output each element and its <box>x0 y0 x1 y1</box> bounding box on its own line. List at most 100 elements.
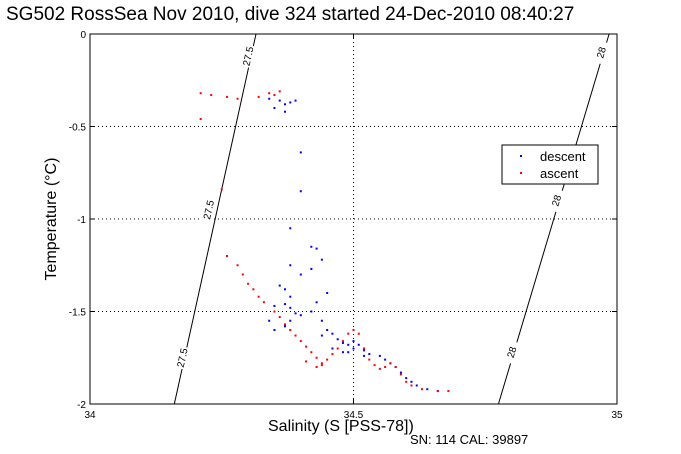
descent-point <box>278 99 281 102</box>
descent-point <box>315 301 318 304</box>
descent-point <box>410 380 413 383</box>
descent-point <box>352 347 355 350</box>
descent-point <box>378 354 381 357</box>
descent-point <box>320 319 323 322</box>
descent-point <box>426 388 429 391</box>
descent-point <box>405 377 408 380</box>
descent-point <box>363 354 366 357</box>
ascent-point <box>278 90 281 93</box>
axis-ticks: 34 34.5 35 0 -0.5 -1 -1.5 -2 <box>69 30 623 421</box>
y-tick-label: -2 <box>77 400 86 411</box>
ascent-point <box>315 366 318 368</box>
descent-point <box>310 267 313 270</box>
contour-label-bg <box>503 340 520 365</box>
descent-point <box>299 273 302 276</box>
descent-point <box>363 349 366 352</box>
y-tick-label: -1.5 <box>69 308 87 319</box>
y-tick-label: -1 <box>77 215 86 226</box>
descent-point <box>299 151 302 154</box>
descent-point <box>283 303 286 306</box>
descent-point <box>415 384 418 387</box>
ascent-point <box>315 356 318 359</box>
legend-label-ascent: ascent <box>540 166 579 181</box>
descent-point <box>299 314 302 317</box>
isopycnal-line <box>173 33 257 405</box>
legend-label-descent: descent <box>540 149 586 164</box>
descent-point <box>326 292 329 294</box>
ascent-point <box>247 282 250 285</box>
descent-point <box>278 284 281 287</box>
legend-box <box>501 144 599 185</box>
legend-marker-descent <box>520 155 522 157</box>
contour-label-bg <box>548 188 565 213</box>
descent-point <box>289 295 292 298</box>
ascent-point <box>320 362 323 365</box>
ascent-point <box>394 366 397 368</box>
descent-point <box>336 338 339 341</box>
y-tick-label: -0.5 <box>69 123 87 134</box>
contour-label-bg <box>201 197 216 222</box>
ascent-point <box>289 329 292 331</box>
legend-marker-ascent <box>520 172 522 174</box>
x-tick-label: 34.5 <box>344 410 364 421</box>
descent-point <box>320 334 323 337</box>
ascent-point <box>436 390 439 393</box>
ascent-point <box>405 380 408 383</box>
contour-label: 27.5 <box>242 45 257 67</box>
ascent-point <box>199 92 202 95</box>
descent-point <box>283 110 286 113</box>
ascent-point <box>299 340 302 343</box>
descent-point <box>341 341 344 344</box>
contour-label: 28 <box>550 193 564 207</box>
descent-point <box>326 329 329 331</box>
ascent-point <box>373 364 376 367</box>
ascent-point <box>320 364 323 367</box>
descent-point <box>331 332 334 335</box>
ascent-point <box>199 118 202 121</box>
ascent-point <box>389 362 392 365</box>
descent-point <box>352 340 355 343</box>
descent-point <box>399 371 402 374</box>
descent-point <box>289 264 292 267</box>
ascent-point <box>294 334 297 337</box>
y-tick-label: 0 <box>80 30 86 41</box>
ascent-point <box>273 94 276 97</box>
descent-point <box>294 99 297 102</box>
descent-point <box>299 190 302 193</box>
ascent-point <box>421 388 424 391</box>
ascent-point <box>283 323 286 326</box>
descent-point <box>347 351 350 354</box>
descent-point <box>283 288 286 291</box>
descent-point <box>347 343 350 346</box>
descent-point <box>310 310 313 313</box>
ascent-point <box>357 332 360 335</box>
descent-point <box>273 304 276 307</box>
ascent-point <box>236 97 239 100</box>
ascent-point <box>241 273 244 276</box>
ascent-point <box>226 95 229 98</box>
y-axis-label: Temperature (°C) <box>43 157 60 281</box>
ascent-point <box>336 347 339 350</box>
contour-label-bg <box>174 345 190 370</box>
descent-point <box>357 343 360 346</box>
contour-label-bg <box>593 40 610 65</box>
ascent-point <box>268 92 271 95</box>
density-contours: 27.5 27.5 27.5 28 28 28 <box>173 33 610 405</box>
descent-point <box>289 101 292 104</box>
ascent-point <box>331 353 334 356</box>
ascent-point <box>252 288 255 291</box>
serial-calibration-note: SN: 114 CAL: 39897 <box>410 432 529 447</box>
descent-point <box>283 325 286 328</box>
ascent-point <box>363 347 366 350</box>
x-axis-label: Salinity (S [PSS-78]) <box>268 418 414 435</box>
ascent-point <box>310 351 313 354</box>
ascent-point <box>226 255 229 257</box>
ascent-point <box>273 310 276 313</box>
ascent-point <box>410 384 413 387</box>
descent-point <box>320 258 323 261</box>
ascent-point <box>210 94 213 97</box>
grid-lines <box>90 34 617 404</box>
ascent-point <box>326 358 329 361</box>
descent-point <box>289 319 292 322</box>
